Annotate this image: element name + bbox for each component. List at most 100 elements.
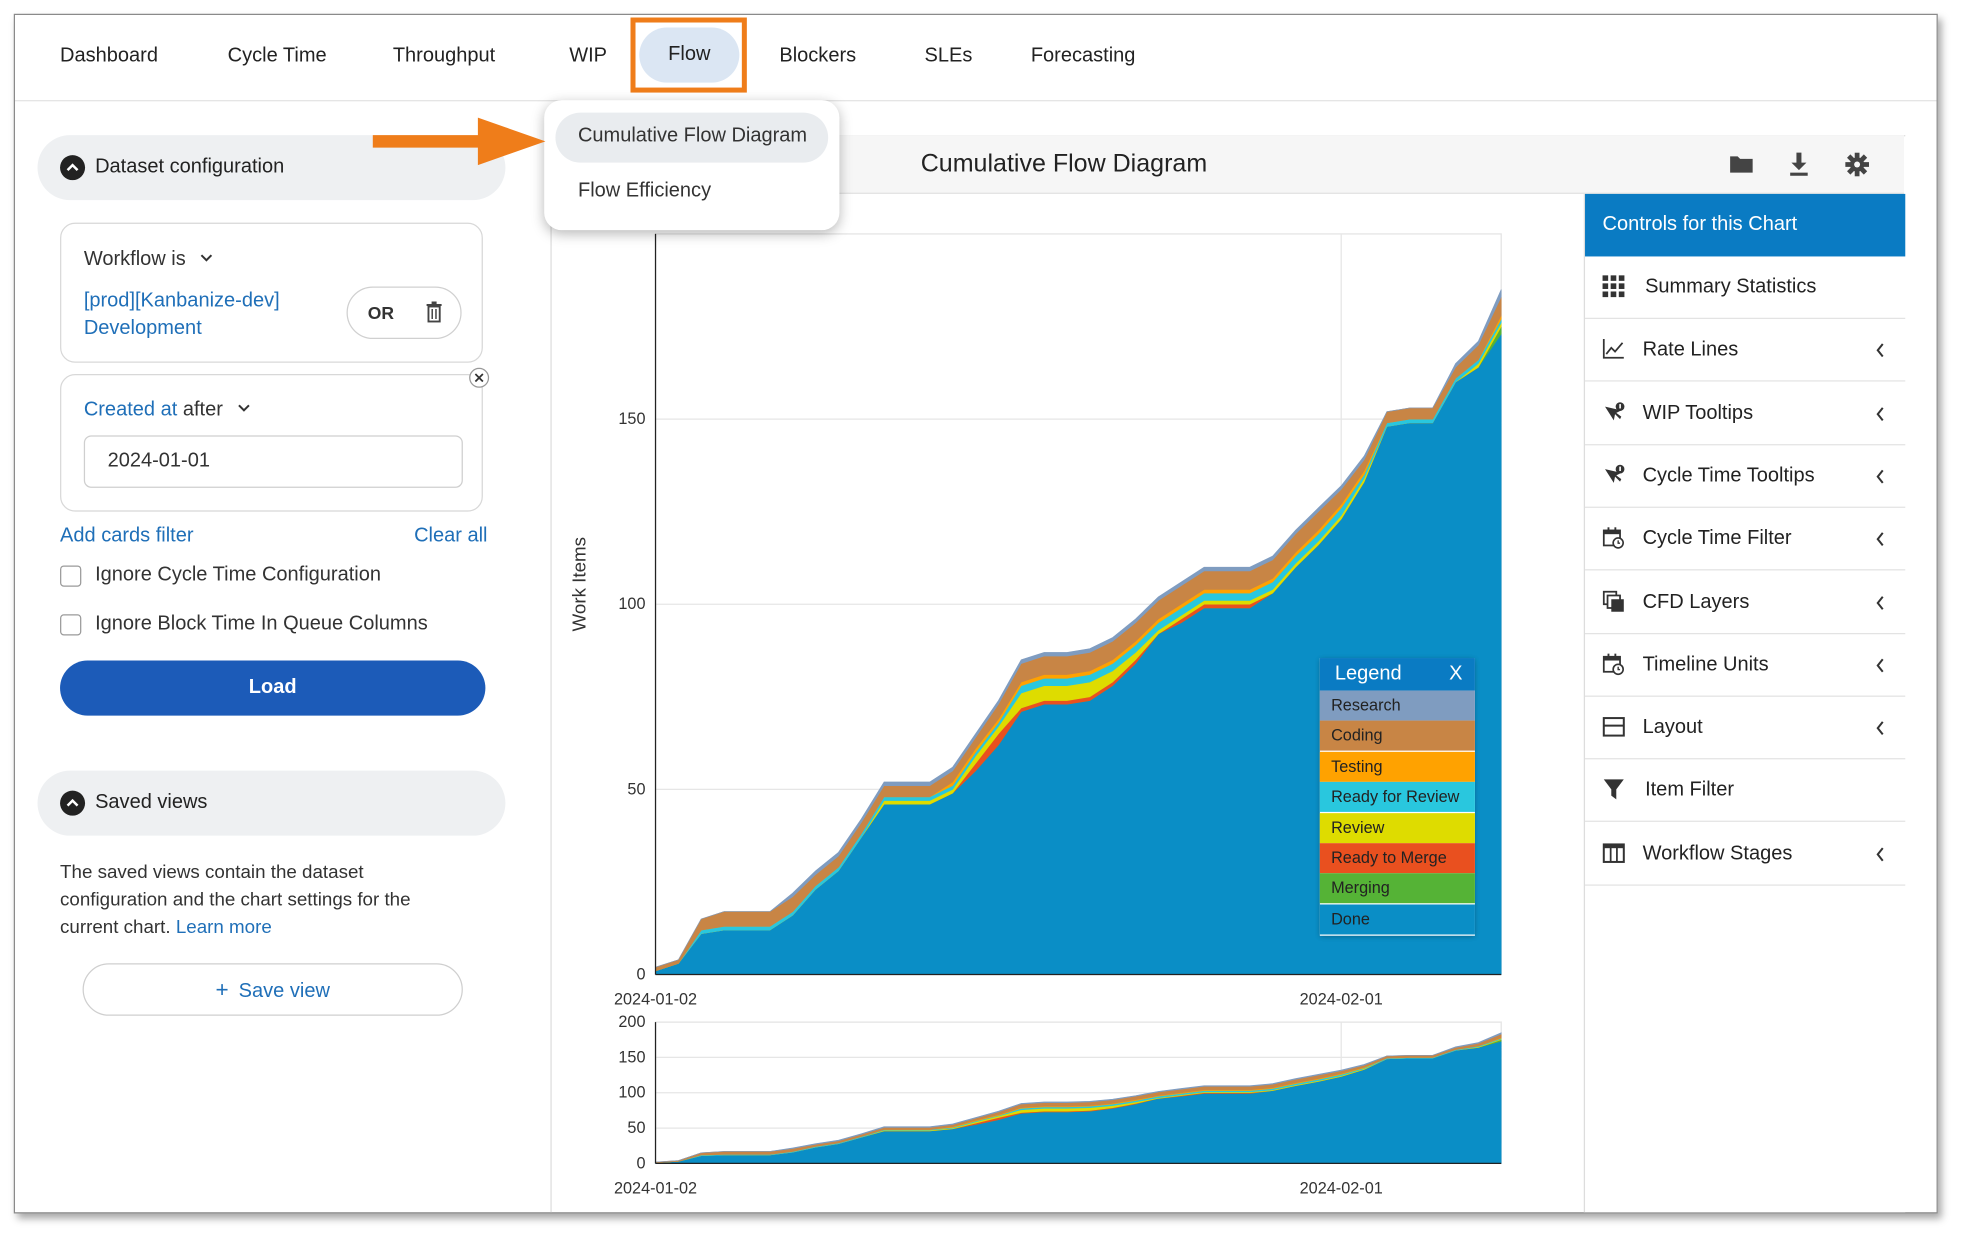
- main-x-tick-label: 2024-01-02: [614, 991, 697, 1009]
- or-delete-group: OR: [346, 286, 462, 340]
- trash-icon[interactable]: [425, 301, 443, 323]
- control-item-filter[interactable]: Item Filter: [1585, 760, 1906, 823]
- chart-controls-panel: Controls for this Chart Summary Statisti…: [1583, 193, 1906, 1213]
- pointer-info-icon: [1603, 401, 1626, 424]
- main-series-research: [655, 289, 1502, 968]
- legend-item-done[interactable]: Done: [1319, 904, 1475, 935]
- tab-sles[interactable]: SLEs: [924, 45, 973, 67]
- clear-all-link[interactable]: Clear all: [414, 525, 488, 547]
- calendar-clock-icon: [1602, 653, 1626, 676]
- ignore-cycle-label: Ignore Cycle Time Configuration: [95, 564, 382, 586]
- main-y-tick-label: 50: [627, 780, 645, 798]
- chevron-left-icon: [1875, 845, 1885, 868]
- control-label: WIP Tooltips: [1642, 402, 1754, 424]
- navigator-axes: 0 50 100 150 200 2024-01-02 2024-02-01: [614, 1013, 1502, 1197]
- chevron-left-icon: [1875, 719, 1885, 742]
- legend-item-review[interactable]: Review: [1319, 812, 1475, 843]
- control-wip-tooltips[interactable]: WIP Tooltips: [1585, 382, 1906, 445]
- legend-item-label: Research: [1331, 695, 1401, 715]
- folder-icon[interactable]: [1729, 153, 1754, 174]
- created-filter-label[interactable]: Created at after: [84, 399, 251, 422]
- navigator-plot[interactable]: [655, 1032, 1502, 1164]
- legend-item-merging[interactable]: Merging: [1319, 873, 1475, 904]
- tab-wip[interactable]: WIP: [569, 45, 608, 67]
- menu-item-cfd[interactable]: Cumulative Flow Diagram: [577, 125, 808, 147]
- grid-icon: [1602, 275, 1626, 298]
- navigator-y-tick-label: 200: [618, 1013, 645, 1031]
- tab-cycle-time[interactable]: Cycle Time: [227, 45, 327, 67]
- control-layout[interactable]: Layout: [1585, 697, 1906, 760]
- legend-title: Legend: [1334, 663, 1402, 685]
- download-icon[interactable]: [1789, 151, 1809, 176]
- tab-forecasting[interactable]: Forecasting: [1030, 45, 1136, 67]
- close-icon: [474, 373, 484, 383]
- control-label: Summary Statistics: [1645, 276, 1817, 298]
- saved-views-header[interactable]: Saved views: [37, 770, 506, 836]
- legend-item-testing[interactable]: Testing: [1319, 751, 1475, 782]
- control-cfd-layers[interactable]: CFD Layers: [1585, 571, 1906, 634]
- columns-icon: [1602, 842, 1626, 865]
- chart-legend: Legend X Research Coding Testing Ready for …: [1319, 658, 1475, 936]
- control-rate-lines[interactable]: Rate Lines: [1585, 319, 1906, 382]
- ignore-cycle-checkbox[interactable]: [60, 565, 82, 587]
- learn-more-link[interactable]: Learn more: [175, 916, 272, 939]
- legend-header: Legend X: [1319, 658, 1475, 691]
- controls-header: Controls for this Chart: [1585, 193, 1906, 257]
- legend-close-button[interactable]: X: [1449, 663, 1463, 685]
- control-label: Item Filter: [1645, 779, 1735, 802]
- ignore-block-checkbox[interactable]: [60, 614, 82, 636]
- chevron-left-icon: [1875, 468, 1885, 491]
- control-summary-statistics[interactable]: Summary Statistics: [1585, 256, 1906, 320]
- control-cycle-time-filter[interactable]: Cycle Time Filter: [1585, 508, 1906, 571]
- navigator-x-tick-label: 2024-01-02: [614, 1179, 697, 1197]
- tab-flow-highlight: [639, 27, 740, 83]
- chevron-up-icon: [60, 155, 86, 181]
- tab-blockers[interactable]: Blockers: [779, 45, 857, 67]
- chevron-left-icon: [1875, 531, 1885, 554]
- control-label: Workflow Stages: [1642, 842, 1793, 865]
- control-cycle-time-tooltips[interactable]: Cycle Time Tooltips: [1585, 445, 1906, 508]
- legend-item-coding[interactable]: Coding: [1319, 721, 1475, 752]
- control-timeline-units[interactable]: Timeline Units: [1585, 634, 1906, 697]
- tab-dashboard[interactable]: Dashboard: [60, 45, 158, 67]
- remove-filter-button[interactable]: [469, 367, 490, 388]
- saved-views-title: Saved views: [95, 791, 208, 814]
- save-view-button[interactable]: + Save view: [82, 963, 463, 1016]
- dataset-config-header[interactable]: Dataset configuration: [37, 135, 506, 201]
- legend-item-label: Coding: [1331, 726, 1383, 745]
- navigator-x-tick-label: 2024-02-01: [1300, 1179, 1383, 1197]
- add-cards-filter-link[interactable]: Add cards filter: [60, 525, 194, 547]
- load-button[interactable]: Load: [60, 660, 486, 716]
- y-axis-label: Work Items: [568, 537, 589, 631]
- control-label: CFD Layers: [1642, 591, 1750, 613]
- created-date-input[interactable]: 2024-01-01: [83, 435, 463, 488]
- legend-item-ready-to-merge[interactable]: Ready to Merge: [1319, 843, 1475, 874]
- main-y-tick-label: 150: [618, 410, 645, 428]
- highlight-box: [630, 17, 747, 93]
- workflow-value[interactable]: [prod][Kanbanize-dev] Development: [83, 290, 280, 340]
- legend-item-label: Ready for Review: [1331, 787, 1460, 806]
- app-window: Dashboard Cycle Time Throughput WIP Flow…: [13, 13, 1938, 1214]
- control-workflow-stages[interactable]: Workflow Stages: [1585, 823, 1906, 886]
- navigator-y-tick-label: 50: [627, 1119, 645, 1137]
- dataset-config-title: Dataset configuration: [95, 156, 285, 178]
- line-chart-icon: [1602, 338, 1626, 361]
- gear-icon[interactable]: [1845, 152, 1869, 177]
- tab-throughput[interactable]: Throughput: [392, 45, 496, 67]
- navigator-series-research: [655, 1032, 1502, 1163]
- tab-flow[interactable]: Flow: [668, 43, 711, 66]
- chevron-left-icon: [1875, 657, 1885, 680]
- created-filter-card: Created at after 2024-01-01: [60, 374, 483, 512]
- legend-item-ready-for-review[interactable]: Ready for Review: [1319, 782, 1475, 813]
- flow-dropdown-menu: Cumulative Flow Diagram Flow Efficiency: [544, 100, 840, 231]
- control-label: Cycle Time Tooltips: [1642, 465, 1815, 487]
- menu-item-flow-efficiency[interactable]: Flow Efficiency: [577, 180, 712, 202]
- legend-item-label: Done: [1331, 909, 1370, 928]
- workflow-label[interactable]: Workflow is: [84, 249, 214, 272]
- legend-item-research[interactable]: Research: [1319, 690, 1475, 721]
- or-button[interactable]: OR: [367, 302, 395, 323]
- control-label: Timeline Units: [1642, 654, 1769, 676]
- chevron-up-icon: [60, 790, 86, 816]
- dropdown-active-bg: [555, 112, 829, 163]
- chevron-left-icon: [1875, 594, 1885, 617]
